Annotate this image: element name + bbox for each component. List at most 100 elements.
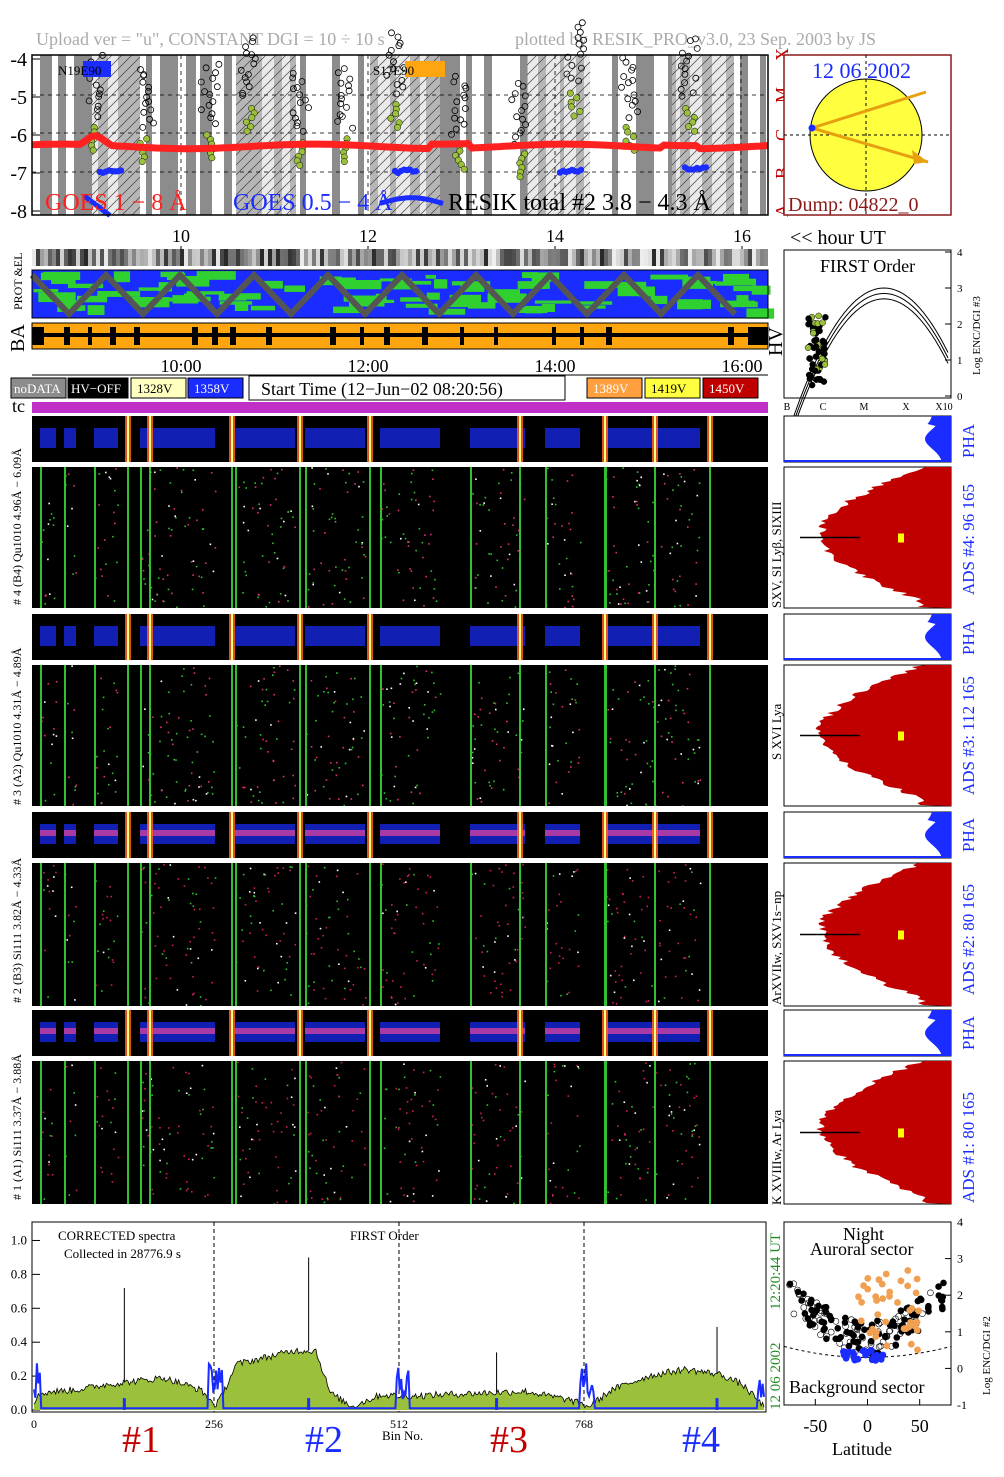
spec-dot: [209, 715, 211, 717]
spec-dot: [640, 476, 642, 479]
spec-dot: [339, 1198, 342, 1201]
pha-hist-base: [784, 1054, 951, 1056]
spec-dot: [394, 1003, 397, 1006]
spec-dot: [169, 535, 172, 537]
channel-side-labels: # 4 (B4) Qu1010 4.96Å − 6.09Å # 3 (A2) Q…: [10, 448, 784, 1205]
spec-dot: [668, 929, 671, 931]
spec-dot: [504, 523, 506, 525]
spec-dot: [212, 570, 215, 573]
spec-dot: [255, 1085, 257, 1088]
el-cell: [80, 249, 84, 266]
spec-dot: [698, 536, 701, 539]
lat-point: [867, 1339, 875, 1346]
fo-ytick-3: 1: [957, 355, 963, 367]
spec-dot: [258, 1172, 260, 1175]
spec-dot: [259, 791, 261, 793]
spec-xtick-0: 0: [31, 1417, 37, 1431]
spec-dot: [624, 986, 627, 988]
spec-dot: [664, 1084, 667, 1087]
spec-dot: [620, 965, 623, 968]
spec-dot: [48, 502, 50, 505]
spec-dot: [503, 1139, 506, 1141]
pha-bright-core: [369, 812, 371, 858]
spec-dot: [503, 1066, 506, 1068]
spec-dot: [552, 703, 555, 706]
el-cell: [732, 249, 736, 266]
spec-dot: [183, 690, 185, 693]
spec-dot: [336, 900, 338, 903]
el-cell: [360, 249, 364, 266]
spec-dot: [187, 799, 189, 802]
el-cell: [684, 249, 688, 266]
spec-dot: [549, 683, 552, 685]
spec-edge: [380, 665, 382, 806]
spec-dot: [550, 1122, 553, 1124]
spec-ytick-1: 0.2: [11, 1368, 27, 1383]
el-cell: [36, 249, 40, 266]
spec-ytick-4: 0.8: [11, 1266, 27, 1281]
spec-dot: [309, 1132, 312, 1135]
spec-dot: [674, 590, 677, 593]
spec-dot: [639, 484, 641, 487]
spec-dot: [150, 894, 153, 897]
resik-point-green: [298, 148, 306, 156]
spec-dot: [350, 677, 352, 680]
spec-dot: [628, 1163, 631, 1165]
spec-dot: [494, 941, 496, 943]
spec-dot: [501, 599, 504, 602]
spec-dot: [655, 1173, 658, 1175]
resik-point: [337, 79, 345, 87]
spec-dot: [154, 600, 156, 602]
spec-dot: [389, 541, 392, 544]
spec-dot: [55, 701, 58, 703]
spec-date: 12 06 2002: [768, 1343, 784, 1411]
hatch-line: [111, 186, 141, 216]
hatch-line: [91, 106, 141, 156]
lat-point: [790, 1280, 798, 1288]
hatch-line: [235, 84, 297, 146]
spec-dot: [408, 707, 410, 709]
spec-dot: [412, 802, 414, 805]
spec-dot: [390, 736, 393, 738]
lat-point: [798, 1297, 805, 1304]
spec-dot: [188, 785, 191, 787]
spec-dot: [108, 763, 110, 766]
pha-pink: [140, 830, 215, 836]
spec-dot: [695, 916, 697, 918]
spec-annot-3: FIRST Order: [350, 1228, 419, 1243]
spec-dot: [357, 756, 360, 758]
spec-dot: [472, 762, 474, 764]
spec-dot: [686, 1091, 689, 1094]
spec-dot: [693, 1129, 695, 1132]
hatch-line: [399, 174, 441, 216]
spec-dot: [675, 709, 677, 712]
spec-line: [519, 467, 521, 608]
spec-dot: [397, 798, 399, 801]
spec-dot: [624, 1133, 626, 1135]
spec-dot: [251, 1068, 254, 1070]
spec-dot: [72, 803, 74, 806]
spec-dot: [574, 930, 577, 932]
spec-dot: [471, 1087, 474, 1089]
lat-point-blue: [879, 1351, 887, 1359]
spec-dot: [142, 868, 144, 871]
spec-dot: [495, 987, 498, 989]
spec-dot: [390, 996, 393, 998]
hatch-line: [235, 54, 267, 86]
first-order-ylabel: Log ENC/DGI #3: [971, 296, 983, 375]
spec-dot: [183, 885, 186, 887]
spec-dot: [552, 1194, 554, 1196]
spec-dot: [176, 989, 179, 991]
spec-dot: [245, 487, 247, 489]
el-cell: [208, 249, 212, 266]
region-label-2: S17E90: [373, 63, 414, 78]
spec-edge: [40, 1061, 42, 1204]
spec-dot: [655, 1072, 657, 1074]
resik-point-green: [624, 128, 632, 136]
spec-dot: [351, 1176, 353, 1179]
spec-dot: [621, 892, 624, 895]
resik-point: [624, 95, 632, 103]
spec-dot: [198, 786, 200, 788]
spec-dot: [666, 738, 668, 741]
pha-band: [235, 626, 295, 646]
